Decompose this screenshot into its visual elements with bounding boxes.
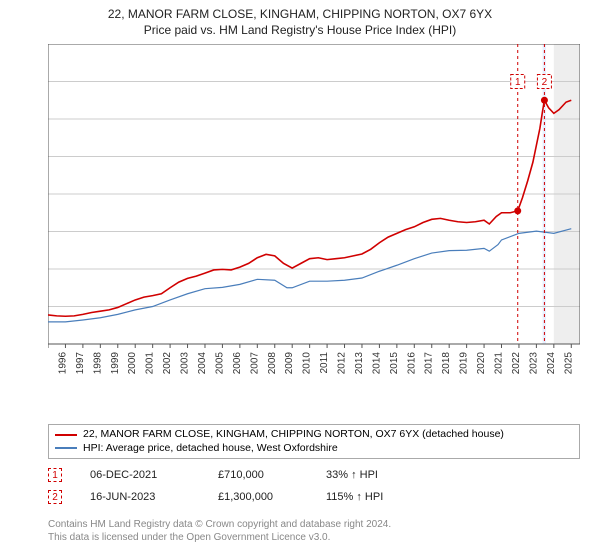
legend-label-property: 22, MANOR FARM CLOSE, KINGHAM, CHIPPING … <box>83 428 504 442</box>
svg-text:1995: 1995 <box>48 352 51 374</box>
svg-text:2004: 2004 <box>197 352 208 374</box>
svg-text:2024: 2024 <box>546 352 557 374</box>
svg-text:2021: 2021 <box>494 352 505 374</box>
svg-text:2000: 2000 <box>127 352 138 374</box>
legend-swatch-hpi <box>55 447 77 449</box>
footer-line2: This data is licensed under the Open Gov… <box>48 531 580 544</box>
svg-text:2022: 2022 <box>511 352 522 374</box>
svg-text:2013: 2013 <box>354 352 365 374</box>
legend-swatch-property <box>55 434 77 436</box>
svg-text:2018: 2018 <box>441 352 452 374</box>
sale-hpi-1: 33% ↑ HPI <box>326 469 406 481</box>
svg-text:2017: 2017 <box>424 352 435 374</box>
sale-marker-1: 1 <box>48 468 62 482</box>
svg-text:2001: 2001 <box>145 352 156 374</box>
sale-marker-2: 2 <box>48 490 62 504</box>
sales-table: 1 06-DEC-2021 £710,000 33% ↑ HPI 2 16-JU… <box>48 468 580 512</box>
attribution-footer: Contains HM Land Registry data © Crown c… <box>48 518 580 544</box>
svg-text:2003: 2003 <box>180 352 191 374</box>
sale-price-1: £710,000 <box>218 469 298 481</box>
legend: 22, MANOR FARM CLOSE, KINGHAM, CHIPPING … <box>48 424 580 459</box>
svg-text:2007: 2007 <box>249 352 260 374</box>
chart-title-line2: Price paid vs. HM Land Registry's House … <box>0 22 600 38</box>
svg-text:2016: 2016 <box>406 352 417 374</box>
svg-text:1: 1 <box>515 77 521 88</box>
sale-row-1: 1 06-DEC-2021 £710,000 33% ↑ HPI <box>48 468 580 482</box>
svg-text:1998: 1998 <box>92 352 103 374</box>
svg-text:1997: 1997 <box>75 352 86 374</box>
svg-text:2014: 2014 <box>371 352 382 374</box>
chart-area: £0£200K£400K£600K£800K£1M£1.2M£1.4M£1.6M… <box>48 44 580 374</box>
svg-text:1996: 1996 <box>57 352 68 374</box>
footer-line1: Contains HM Land Registry data © Crown c… <box>48 518 580 531</box>
sale-row-2: 2 16-JUN-2023 £1,300,000 115% ↑ HPI <box>48 490 580 504</box>
svg-text:2010: 2010 <box>302 352 313 374</box>
sale-date-2: 16-JUN-2023 <box>90 491 190 503</box>
page-root: 22, MANOR FARM CLOSE, KINGHAM, CHIPPING … <box>0 0 600 560</box>
svg-text:2002: 2002 <box>162 352 173 374</box>
svg-text:2019: 2019 <box>459 352 470 374</box>
svg-text:2008: 2008 <box>267 352 278 374</box>
svg-text:2: 2 <box>542 77 548 88</box>
chart-title-line1: 22, MANOR FARM CLOSE, KINGHAM, CHIPPING … <box>0 6 600 22</box>
legend-item-property: 22, MANOR FARM CLOSE, KINGHAM, CHIPPING … <box>55 428 573 442</box>
svg-text:2015: 2015 <box>389 352 400 374</box>
sale-hpi-2: 115% ↑ HPI <box>326 491 406 503</box>
svg-text:2006: 2006 <box>232 352 243 374</box>
line-chart: £0£200K£400K£600K£800K£1M£1.2M£1.4M£1.6M… <box>48 44 580 374</box>
sale-price-2: £1,300,000 <box>218 491 298 503</box>
svg-text:2012: 2012 <box>337 352 348 374</box>
svg-text:2009: 2009 <box>284 352 295 374</box>
svg-text:2023: 2023 <box>528 352 539 374</box>
svg-text:2011: 2011 <box>319 352 330 374</box>
svg-text:2005: 2005 <box>214 352 225 374</box>
svg-text:2020: 2020 <box>476 352 487 374</box>
svg-text:1999: 1999 <box>110 352 121 374</box>
sale-date-1: 06-DEC-2021 <box>90 469 190 481</box>
svg-text:2025: 2025 <box>563 352 574 374</box>
legend-label-hpi: HPI: Average price, detached house, West… <box>83 442 338 456</box>
chart-title-block: 22, MANOR FARM CLOSE, KINGHAM, CHIPPING … <box>0 0 600 38</box>
legend-item-hpi: HPI: Average price, detached house, West… <box>55 442 573 456</box>
